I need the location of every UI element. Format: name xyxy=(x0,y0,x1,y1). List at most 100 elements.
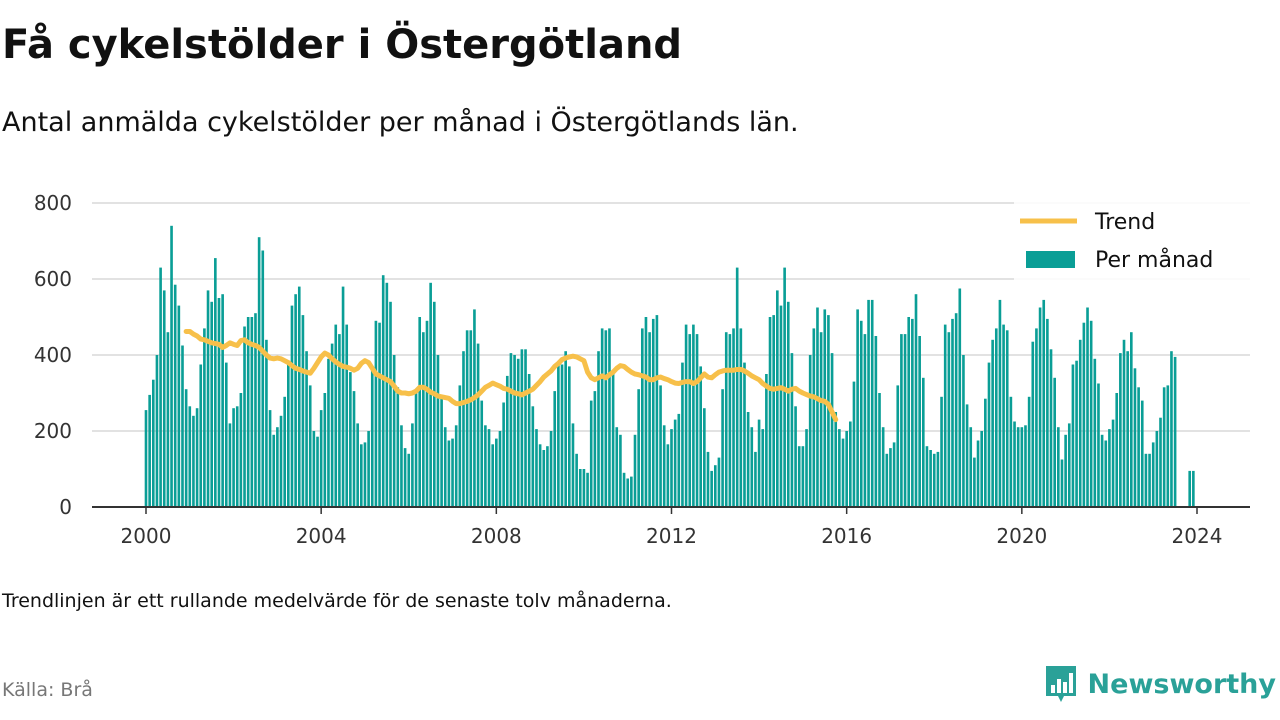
bar xyxy=(447,440,451,507)
bar xyxy=(535,429,538,507)
bar xyxy=(648,332,651,507)
bar xyxy=(969,427,973,507)
bar xyxy=(929,450,932,507)
bar xyxy=(921,377,925,507)
bar xyxy=(710,470,713,507)
bar xyxy=(538,444,542,507)
bar xyxy=(396,387,400,507)
bar-line-chart: 2000 2004 2008 2012 2016 2020 2024 0 200 400 600 8… xyxy=(34,191,1250,548)
bar xyxy=(907,317,911,507)
bar xyxy=(943,324,947,507)
bar xyxy=(878,393,881,507)
bar xyxy=(557,364,560,507)
bar xyxy=(451,438,454,507)
bar xyxy=(754,451,757,507)
bar xyxy=(177,305,181,507)
bar xyxy=(188,406,192,507)
bar xyxy=(867,299,870,507)
bar xyxy=(279,415,283,507)
bar xyxy=(976,440,980,507)
bar xyxy=(370,366,374,507)
bar xyxy=(407,453,411,507)
bar xyxy=(812,328,816,507)
bar xyxy=(352,391,356,507)
bar xyxy=(400,425,403,507)
bar xyxy=(1137,387,1140,507)
bar xyxy=(516,358,520,507)
bar xyxy=(739,328,743,507)
bar xyxy=(414,393,418,507)
bar xyxy=(786,301,790,507)
bar xyxy=(721,389,724,507)
bar xyxy=(334,324,338,507)
bar xyxy=(637,389,640,507)
bar xyxy=(443,427,447,507)
bar xyxy=(677,413,681,507)
bar xyxy=(863,334,867,507)
bar xyxy=(655,315,659,507)
bar xyxy=(1162,387,1166,507)
bar xyxy=(819,332,823,507)
bar xyxy=(341,286,345,507)
bar xyxy=(830,353,834,507)
bar xyxy=(363,442,367,507)
bar xyxy=(290,305,294,507)
bar xyxy=(184,389,188,507)
bar xyxy=(250,317,254,507)
bar xyxy=(144,410,148,507)
bar xyxy=(498,431,502,507)
bar xyxy=(1192,470,1195,507)
bar xyxy=(192,415,195,507)
x-tick-label: 2008 xyxy=(471,524,522,548)
source-label: Källa: Brå xyxy=(2,679,93,701)
bar xyxy=(622,472,626,507)
bar xyxy=(246,317,250,507)
bar xyxy=(1188,470,1192,507)
bar xyxy=(1027,396,1031,507)
bar xyxy=(713,465,717,507)
bar xyxy=(568,366,571,507)
bar xyxy=(1122,339,1126,507)
bar-series xyxy=(144,225,1195,508)
bar xyxy=(670,429,673,507)
bar xyxy=(644,317,648,507)
bar xyxy=(761,429,765,507)
bar xyxy=(776,290,779,507)
x-axis-ticks: 2000 2004 2008 2012 2016 2020 2024 xyxy=(121,507,1222,548)
bar xyxy=(319,410,323,507)
bar xyxy=(1082,322,1086,507)
bar xyxy=(301,315,305,507)
bar xyxy=(987,362,991,507)
bar xyxy=(294,294,297,507)
bar xyxy=(845,431,848,507)
bar xyxy=(849,421,852,507)
bar xyxy=(732,328,735,507)
bar xyxy=(265,339,268,507)
legend-trend-label: Trend xyxy=(1094,210,1155,235)
y-tick-label: 600 xyxy=(34,267,72,291)
bar xyxy=(454,425,458,507)
bar xyxy=(287,360,290,507)
bar xyxy=(505,375,509,507)
brand-logo[interactable]: Newsworthy xyxy=(1044,664,1276,704)
bar xyxy=(257,237,261,507)
bar xyxy=(1155,431,1159,507)
bar xyxy=(903,334,907,507)
bar xyxy=(1053,377,1056,507)
bar xyxy=(214,258,217,507)
bar xyxy=(874,336,878,507)
bar xyxy=(480,400,484,507)
legend-bars-swatch xyxy=(1026,251,1075,268)
bar xyxy=(217,298,221,507)
bar xyxy=(630,476,633,507)
bar xyxy=(1097,383,1100,507)
bar xyxy=(378,322,381,507)
bar xyxy=(582,469,586,507)
bar xyxy=(436,355,440,507)
bar xyxy=(578,469,582,507)
bar xyxy=(586,472,589,507)
bar xyxy=(491,444,494,507)
bar xyxy=(659,385,662,507)
bar xyxy=(1089,320,1093,507)
bar xyxy=(797,446,801,507)
